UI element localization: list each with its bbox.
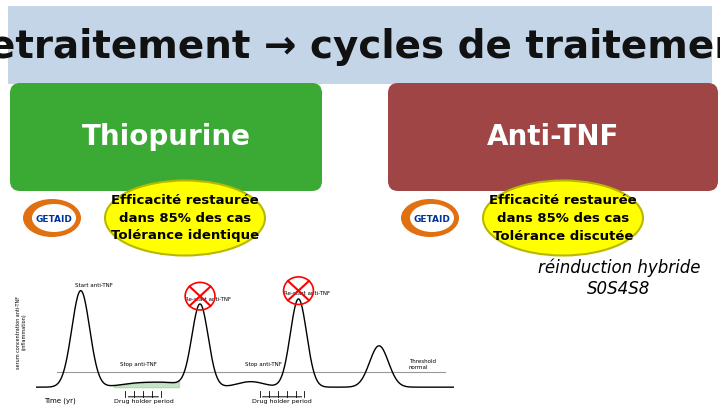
Text: réinduction hybride
S0S4S8: réinduction hybride S0S4S8	[538, 258, 700, 298]
Text: Re-start anti-TNF: Re-start anti-TNF	[185, 297, 231, 302]
Ellipse shape	[32, 204, 76, 232]
Text: Efficacité restaurée
dans 85% des cas
Tolérance identique: Efficacité restaurée dans 85% des cas To…	[111, 194, 259, 243]
Text: Stop anti-TNF: Stop anti-TNF	[120, 362, 156, 367]
Text: Start anti-TNF: Start anti-TNF	[75, 283, 112, 288]
Text: Retraitement → cycles de traitement: Retraitement → cycles de traitement	[0, 28, 720, 66]
Ellipse shape	[483, 181, 643, 256]
Text: Re-start anti-TNF: Re-start anti-TNF	[284, 291, 330, 296]
Text: GETAID: GETAID	[35, 215, 73, 224]
FancyBboxPatch shape	[10, 83, 322, 191]
Text: Anti-TNF: Anti-TNF	[487, 123, 619, 151]
Text: Stop anti-TNF: Stop anti-TNF	[245, 362, 282, 367]
Text: Drug holder period: Drug holder period	[252, 399, 312, 404]
FancyBboxPatch shape	[8, 6, 712, 84]
Text: Thiopurine: Thiopurine	[81, 123, 251, 151]
Text: Threshold
normal: Threshold normal	[409, 359, 436, 370]
Ellipse shape	[23, 199, 81, 237]
FancyBboxPatch shape	[388, 83, 718, 191]
Text: Time (yr): Time (yr)	[44, 398, 76, 404]
Ellipse shape	[401, 199, 459, 237]
Ellipse shape	[105, 181, 265, 256]
Text: Efficacité restaurée
dans 85% des cas
Tolérance discutée: Efficacité restaurée dans 85% des cas To…	[489, 194, 636, 243]
Text: serum concentration anti-TNF
(inflammation): serum concentration anti-TNF (inflammati…	[16, 296, 27, 369]
Text: Drug holder period: Drug holder period	[114, 399, 174, 404]
Text: GETAID: GETAID	[413, 215, 451, 224]
Ellipse shape	[410, 204, 454, 232]
